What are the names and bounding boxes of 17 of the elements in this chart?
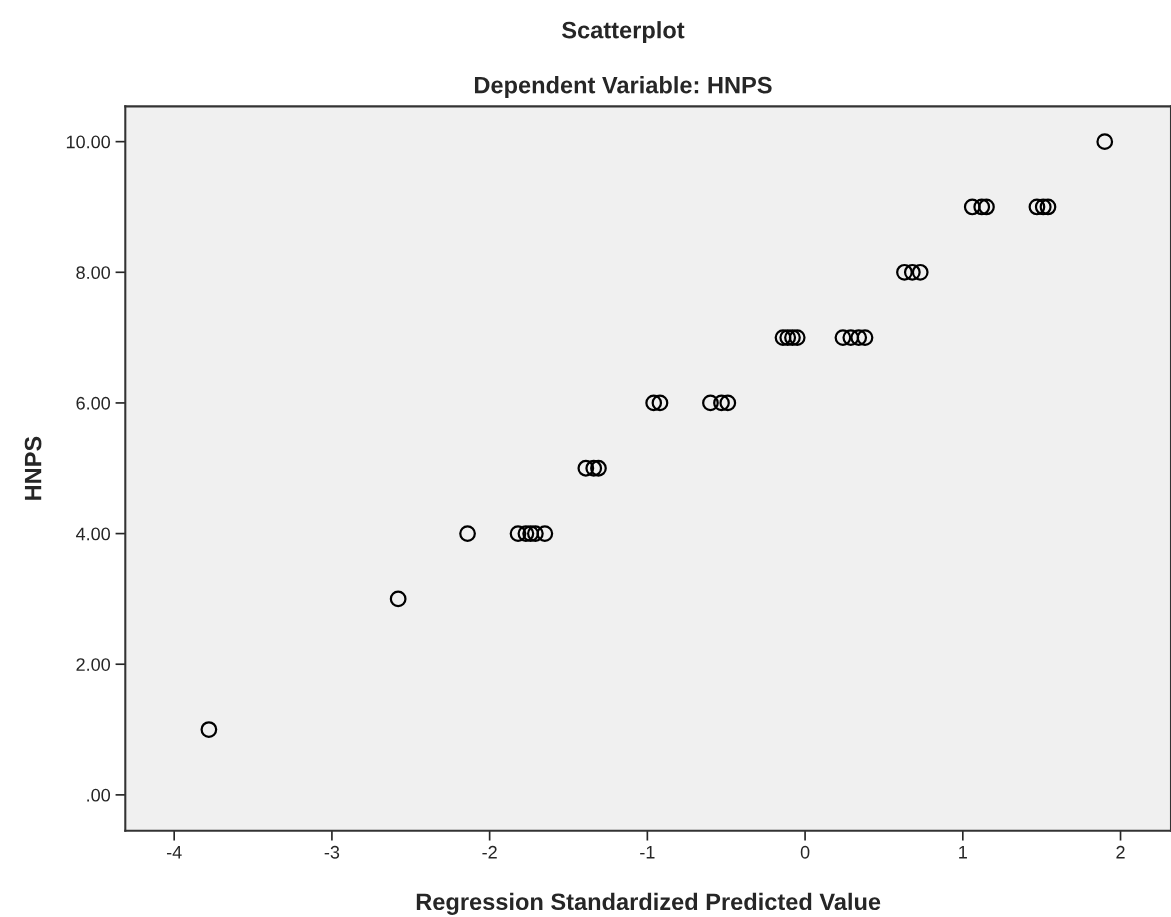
x-tick-label: -2 — [482, 845, 497, 859]
x-tick-label: -4 — [166, 846, 182, 859]
y-axis-title: HNPS — [24, 436, 42, 500]
x-tick-label: 2 — [1116, 845, 1125, 859]
y-tick-label: 2.00 — [76, 658, 111, 671]
x-tick-label: -3 — [324, 845, 340, 859]
y-tick-label: 4.00 — [75, 527, 111, 541]
x-tick-label: 1 — [959, 846, 967, 859]
chart-title: Scatterplot — [561, 21, 685, 44]
x-tick-label: 0 — [800, 845, 810, 859]
y-tick-label: 6.00 — [76, 396, 111, 410]
x-axis-title: Regression Standardized Predicted Value — [416, 892, 881, 915]
y-tick-label: .00 — [87, 788, 111, 802]
chart-subtitle: Dependent Variable: HNPS — [474, 76, 772, 99]
y-tick-label: 8.00 — [76, 266, 111, 280]
y-tick-label: 10.00 — [66, 135, 111, 149]
x-tick-label: -1 — [640, 846, 655, 859]
